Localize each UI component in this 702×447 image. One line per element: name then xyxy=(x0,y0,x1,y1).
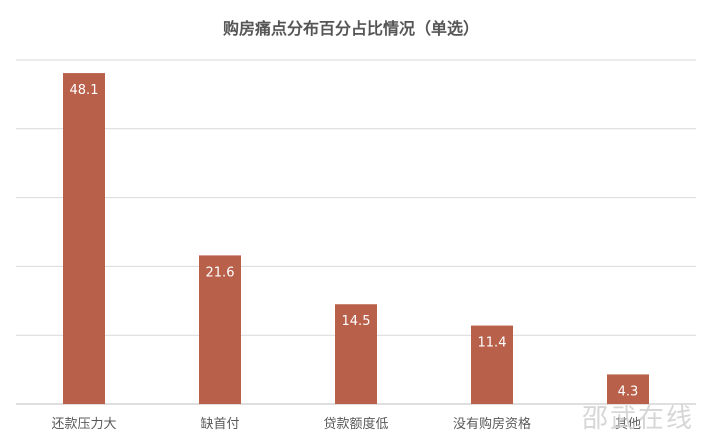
x-tick-label: 没有购房资格 xyxy=(453,416,531,432)
data-label: 48.1 xyxy=(70,83,99,98)
x-tick-label: 还款压力大 xyxy=(51,417,116,432)
bars xyxy=(63,73,649,405)
x-tick-label: 缺首付 xyxy=(200,417,239,432)
x-tick-labels: 还款压力大 缺首付 贷款额度低 没有购房资格 其他 xyxy=(51,416,641,432)
data-label: 21.6 xyxy=(206,265,235,280)
bar xyxy=(335,304,377,404)
data-label: 4.3 xyxy=(618,384,639,399)
data-labels: 48.1 21.6 14.5 11.4 4.3 xyxy=(70,83,639,399)
bar xyxy=(607,374,649,404)
watermark-logo: 邵武在线 xyxy=(581,404,694,434)
data-label: 14.5 xyxy=(342,314,371,329)
bar xyxy=(63,73,105,405)
bar xyxy=(199,255,241,404)
x-tick-label: 其他 xyxy=(615,417,641,432)
bar xyxy=(471,325,513,404)
data-label: 11.4 xyxy=(478,336,507,351)
x-tick-label: 贷款额度低 xyxy=(323,416,388,432)
gridlines xyxy=(16,59,696,405)
chart-title: 购房痛点分布百分占比情况（单选） xyxy=(223,19,479,38)
